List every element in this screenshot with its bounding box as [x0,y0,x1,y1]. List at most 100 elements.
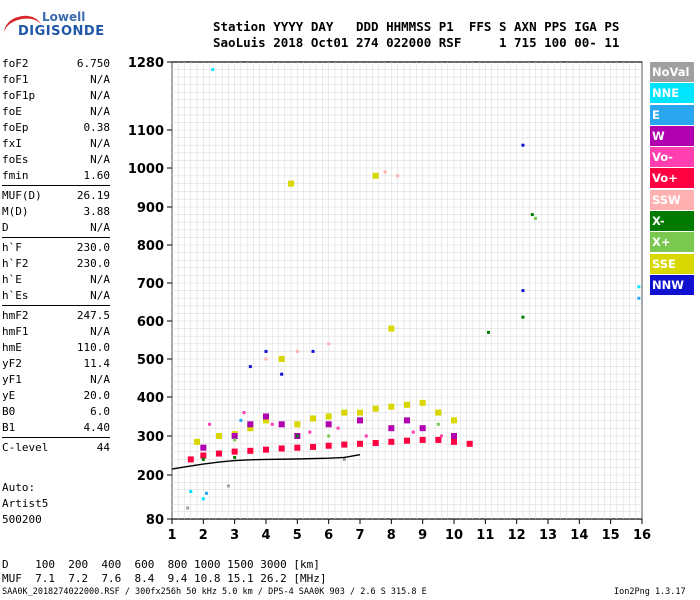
param-row-foep: foEp 0.38 [2,120,110,136]
data-point-vo [388,438,395,445]
data-point-sse [194,438,201,445]
x-tick-label: 5 [293,528,302,543]
x-tick-label: 11 [476,528,494,543]
legend-item-x: X+ [650,232,694,253]
param-value: 6.750 [76,57,110,70]
param-name: h`F2 [2,257,29,270]
data-point-w [263,413,269,420]
data-point-x [201,457,205,461]
data-point-vo [187,456,194,463]
data-point-x [530,213,534,217]
y-tick-label: 1280 [128,56,164,71]
param-value: 6.0 [90,405,110,418]
data-point-vo [270,422,274,426]
data-point-vo [439,434,443,438]
param-separator [2,305,110,306]
data-point-sse [294,421,301,428]
param-row-hmf1: hmF1 N/A [2,324,110,340]
param-row-b1: B1 4.40 [2,420,110,436]
polarization-legend: NoVal NNE E W Vo- Vo+ SSW X- X+ SSE NNW [650,62,694,296]
data-point-sse [388,325,395,332]
y-tick-label: 1000 [128,162,164,177]
y-tick-label: 500 [137,353,164,368]
data-point-vo [308,430,312,434]
data-point-sse [288,180,295,187]
param-value: 3.88 [83,205,111,218]
data-point-vo [411,430,415,434]
data-point-sse [247,425,254,432]
data-point-w [451,433,457,439]
param-row-foe: foE N/A [2,104,110,120]
header-line2: SaoLuis 2018 Oct01 274 022000 RSF 1 715 … [213,35,620,50]
data-point-w [419,425,426,432]
legend-item-noval: NoVal [650,62,694,82]
legend-item-nne: NNE [650,83,694,104]
param-row-fof1p: foF1p N/A [2,88,110,104]
ionogram-plot: 1 2 3 4 5 6 7 8 9 10 11 12 13 14 15 1680200300400500600… [128,56,651,543]
param-name: h`E [2,273,22,286]
legend-item-ssw: SSW [650,189,694,210]
data-point-vo [242,411,246,415]
data-point-sse [372,405,379,412]
param-value: N/A [90,137,110,150]
param-value: N/A [90,325,110,338]
data-point-vo [200,452,207,459]
data-point-vo [336,426,340,430]
data-point-x [295,434,299,438]
logo-line2: DIGISONDE [18,24,105,39]
param-name: M(D) [2,205,29,218]
data-point-vo [341,441,348,448]
footer-version: Ion2Png 1.3.17 [614,587,686,597]
param-separator [2,237,110,238]
x-tick-label: 13 [539,528,557,543]
param-row-muf-d-: MUF(D) 26.19 [2,188,110,204]
param-name: yE [2,389,16,402]
data-point-nnw [248,365,252,369]
data-point-nne [201,497,205,501]
param-row-ye: yE 20.0 [2,388,110,404]
param-name: D [2,221,9,234]
x-tick-label: 8 [387,528,396,543]
param-row-hmf2: hmF2 247.5 [2,308,110,324]
data-point-nne [189,490,193,493]
data-point-nne [211,68,215,72]
param-name: fxI [2,137,22,150]
data-point-x [486,330,490,334]
footer-file-info: SAA0K_2018274022000.RSF / 300fx256h 50 k… [2,587,427,597]
data-point-w [200,444,207,451]
data-point-w [231,433,238,439]
data-point-x [233,438,237,442]
param-name: B0 [2,405,16,418]
x-tick-label: 10 [445,528,463,543]
param-value: N/A [90,221,110,234]
data-point-sse [341,409,348,416]
data-point-vo [451,438,457,445]
param-value: 1.60 [83,169,111,182]
param-value: 230.0 [76,241,110,254]
param-value: N/A [90,105,110,118]
param-value: N/A [90,289,110,302]
param-value: 110.0 [76,341,110,354]
y-tick-label: 800 [137,239,164,254]
param-separator [2,437,110,438]
lowell-digisonde-logo: Lowell DIGISONDE [1,10,104,49]
param-name: C-level [2,441,49,454]
x-tick-label: 6 [324,528,333,543]
data-point-vo [263,446,269,453]
y-tick-label: 900 [137,201,164,216]
data-point-sse [325,413,332,420]
legend-item-x: X- [650,211,694,232]
data-point-vo [208,422,212,426]
data-point-nnw [264,349,268,353]
data-point-ssw [383,170,387,174]
param-name: foF1 [2,73,29,86]
data-point-vo [310,443,316,450]
param-name: foF2 [2,57,29,70]
data-point-vo [419,436,426,443]
auto-artist: Artist5 [2,497,49,510]
data-point-x [533,216,537,220]
param-value: 11.4 [83,357,111,370]
param-row-m-d-: M(D) 3.88 [2,204,110,220]
data-point-e [239,418,243,422]
parameters-panel: foF2 6.750 foF1 N/A foF1p N/A foE N/A foEp 0.38 fx… [2,56,110,456]
